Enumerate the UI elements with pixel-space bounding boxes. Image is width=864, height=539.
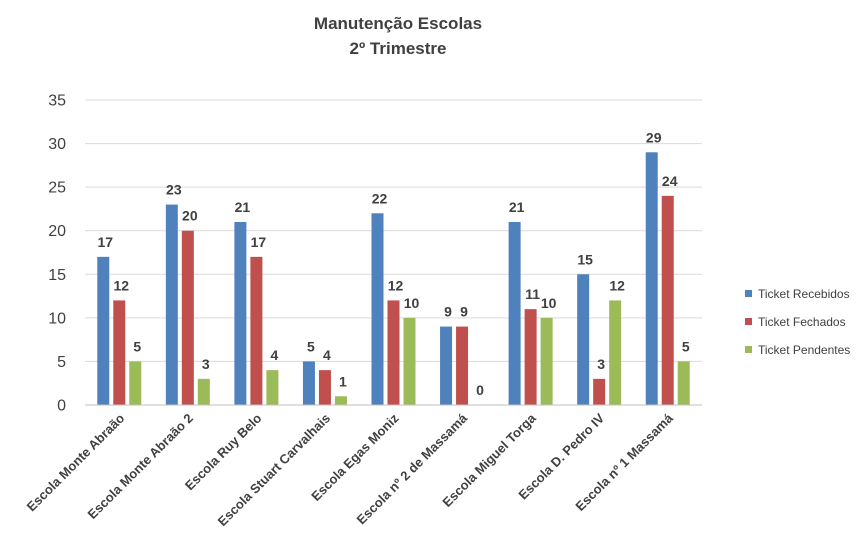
legend-swatch	[745, 290, 752, 297]
y-tick-label: 10	[48, 310, 66, 327]
bar	[456, 326, 469, 405]
data-label: 9	[444, 304, 452, 320]
data-label: 21	[235, 199, 251, 215]
data-label: 23	[166, 182, 182, 198]
data-label: 3	[202, 356, 210, 372]
bar	[371, 213, 384, 405]
data-label: 17	[97, 234, 113, 250]
bar	[577, 274, 590, 405]
data-label: 10	[404, 295, 420, 311]
bar	[165, 204, 178, 405]
bar	[113, 300, 126, 405]
data-label: 0	[476, 382, 484, 398]
data-label: 15	[577, 251, 593, 267]
data-label: 5	[682, 338, 690, 354]
bar	[540, 317, 553, 405]
bar	[387, 300, 400, 405]
data-label: 21	[509, 199, 525, 215]
y-tick-label: 30	[48, 136, 66, 153]
y-tick-label: 5	[57, 354, 66, 371]
legend-label: Ticket Pendentes	[758, 343, 850, 357]
data-label: 29	[646, 129, 662, 145]
bar	[403, 317, 416, 405]
data-label: 5	[133, 338, 141, 354]
data-label: 24	[662, 173, 678, 189]
data-label: 3	[597, 356, 605, 372]
bar	[661, 195, 674, 405]
bar	[234, 222, 247, 405]
chart-title: Manutenção Escolas	[314, 14, 482, 33]
bar	[524, 309, 537, 405]
bar	[302, 361, 315, 405]
data-label: 9	[460, 304, 468, 320]
bar	[508, 222, 521, 405]
bar	[318, 370, 331, 405]
chart-subtitle: 2º Trimestre	[350, 39, 447, 58]
x-tick-label: Escola nº 2 de Massamá	[354, 410, 471, 527]
legend: Ticket Recebidos Ticket Fechados Ticket Pe…	[745, 287, 850, 357]
bar	[250, 256, 263, 405]
data-label: 5	[307, 338, 315, 354]
y-tick-label: 25	[48, 180, 66, 197]
y-axis: 0 5 10 15 20 25 30 35	[48, 93, 66, 415]
legend-label: Ticket Fechados	[758, 315, 846, 329]
legend-swatch	[745, 346, 752, 353]
bar	[129, 361, 142, 405]
y-tick-label: 35	[48, 93, 66, 110]
x-tick-label: Escola Stuart Carvalhais	[215, 411, 333, 529]
bar	[266, 370, 279, 405]
bar	[609, 300, 622, 405]
bar	[181, 230, 194, 405]
y-tick-label: 0	[57, 398, 66, 415]
legend-label: Ticket Recebidos	[758, 287, 850, 301]
data-label: 4	[270, 347, 278, 363]
bars	[97, 152, 690, 405]
data-label: 17	[251, 234, 267, 250]
data-label: 11	[525, 286, 540, 302]
data-label: 12	[113, 277, 129, 293]
bar	[334, 396, 347, 405]
data-label: 4	[323, 347, 331, 363]
y-tick-label: 15	[48, 267, 66, 284]
data-label: 12	[388, 277, 404, 293]
bar	[593, 378, 606, 405]
bar	[677, 361, 690, 405]
bar	[440, 326, 453, 405]
bar	[645, 152, 658, 405]
data-label: 22	[372, 190, 388, 206]
bar	[197, 378, 210, 405]
data-label: 1	[339, 373, 347, 389]
data-label: 10	[541, 295, 557, 311]
data-label: 20	[182, 208, 198, 224]
data-label: 12	[609, 277, 625, 293]
legend-swatch	[745, 318, 752, 325]
y-tick-label: 20	[48, 223, 66, 240]
bar	[97, 256, 110, 405]
